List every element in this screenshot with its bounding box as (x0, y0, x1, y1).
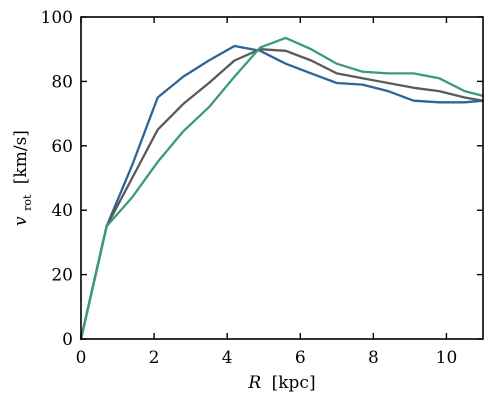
x-tick-label: 6 (295, 348, 306, 368)
x-tick-label: 4 (222, 348, 233, 368)
series-line-2 (79, 48, 485, 341)
y-tick-label: 20 (51, 266, 73, 286)
y-axis-unit: [km/s] (11, 130, 31, 184)
y-axis-label: v rot [km/s] (11, 130, 36, 226)
x-tick-label: 2 (149, 348, 160, 368)
y-tick-label: 80 (51, 72, 73, 92)
y-tick-label: 60 (51, 137, 73, 157)
x-ticks: 0 2 4 6 8 10 (76, 17, 458, 368)
x-tick-label: 8 (368, 348, 379, 368)
x-axis-label: R [kpc] (247, 373, 315, 393)
x-axis-unit: [kpc] (272, 373, 316, 393)
y-axis-subscript: rot (21, 194, 34, 211)
y-ticks: 0 20 40 60 80 100 (41, 8, 483, 350)
plot-lines (79, 36, 485, 341)
series-line-1 (79, 44, 485, 341)
plot-frame (80, 16, 484, 340)
y-tick-label: 40 (51, 201, 73, 221)
y-tick-label: 100 (41, 8, 73, 28)
x-axis-symbol: R (247, 373, 261, 393)
x-tick-label: 10 (436, 348, 458, 368)
x-tick-label: 0 (76, 348, 87, 368)
series-line-3 (79, 36, 485, 341)
y-tick-label: 0 (62, 330, 73, 350)
y-axis-symbol: v (11, 216, 31, 226)
